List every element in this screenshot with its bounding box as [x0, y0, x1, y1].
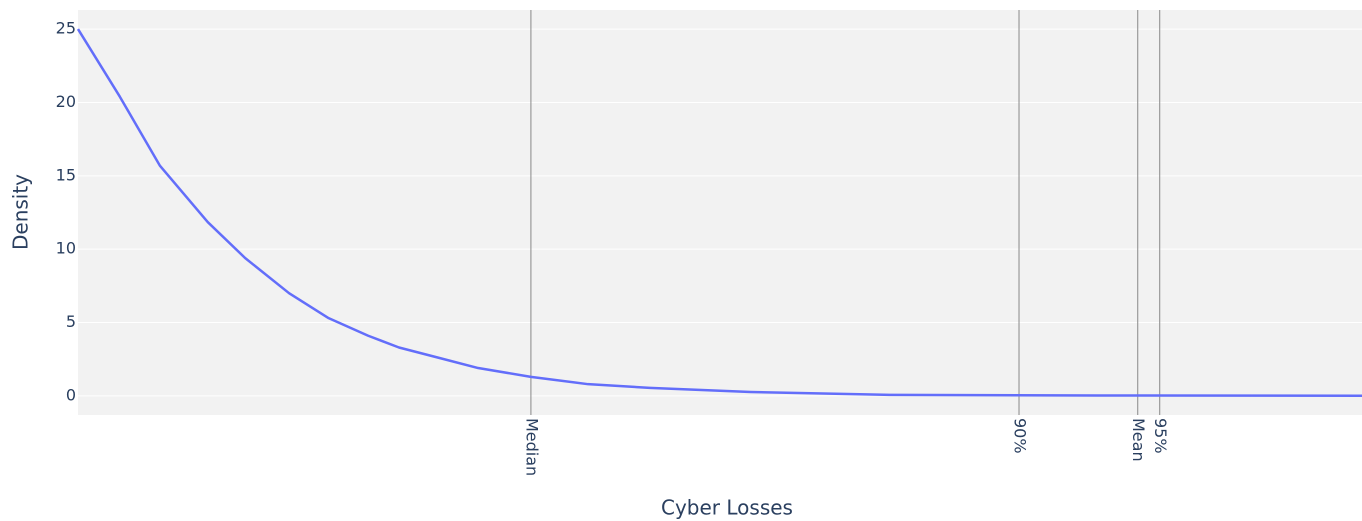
x-tick-label: Median	[522, 418, 541, 476]
y-tick-label: 20	[56, 92, 76, 111]
y-tick-label: 5	[66, 312, 76, 331]
x-tick-label: 90%	[1011, 418, 1030, 454]
y-tick-label: 15	[56, 165, 76, 184]
x-axis-title: Cyber Losses	[661, 496, 793, 520]
x-tick-label: Mean	[1129, 418, 1148, 462]
plot-area	[78, 10, 1362, 415]
y-tick-label: 10	[56, 239, 76, 258]
y-tick-label: 0	[66, 385, 76, 404]
density-line	[76, 28, 1362, 398]
y-axis-title: Density	[9, 174, 33, 250]
y-tick-label: 25	[56, 19, 76, 38]
x-tick-label: 95%	[1151, 418, 1170, 454]
